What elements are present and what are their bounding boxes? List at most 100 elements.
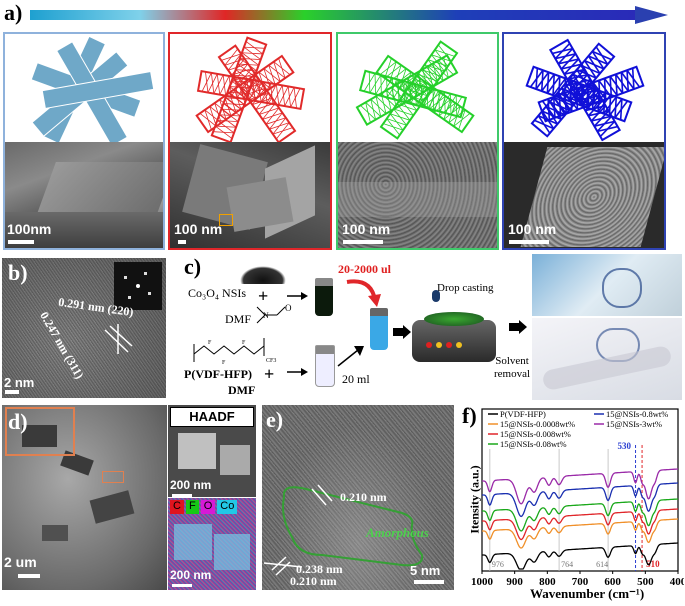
ftir-series-line: [482, 518, 678, 549]
tem-image-d: [2, 405, 167, 590]
dmf-structure: O N: [256, 303, 292, 324]
plus-sign-2: +: [264, 364, 275, 384]
svg-text:F: F: [208, 340, 212, 346]
panel-f-label: f): [462, 403, 477, 428]
scale-label-a4: 100 nm: [508, 221, 557, 237]
lattice-label-e1: 0.210 nm: [340, 490, 387, 504]
scale-bar-a1: [8, 240, 34, 244]
panel-d-label: d): [8, 409, 28, 434]
sem-image-2: [170, 142, 330, 248]
panel-e-label: e): [266, 407, 284, 432]
svg-text:O: O: [285, 303, 292, 313]
vial-dark: [315, 278, 333, 316]
element-c: C: [170, 500, 184, 514]
x-tick-label: 400: [670, 576, 684, 588]
hrtem-image-b: [2, 258, 166, 398]
sem-image-4: [504, 142, 664, 248]
scale-label-b: 2 nm: [4, 375, 35, 390]
dropper-icon: [432, 290, 440, 302]
panel-c-label: c): [184, 254, 202, 279]
sem-image-3: [338, 142, 497, 248]
scale-label-a3: 100 nm: [342, 221, 391, 237]
scale-label-a2: 100 nm: [174, 221, 223, 237]
legend-entry: 15@NSIs-0.8wt%: [606, 409, 668, 419]
haadf-title: HAADF: [170, 407, 254, 427]
legend-entry: 15@NSIs-0.008wt%: [500, 429, 571, 439]
legend-entry: 15@NSIs-0.0008wt%: [500, 419, 575, 429]
inset-box-d: [5, 407, 75, 456]
gradient-arrow: [30, 6, 668, 24]
nanosheet-strip: [375, 54, 475, 134]
svg-text:F: F: [222, 360, 226, 366]
lattice-label-e2: 0.238 nm: [296, 562, 343, 576]
scale-bar-a4: [509, 240, 549, 244]
panel-a-frame-2: [168, 32, 332, 250]
x-tick-label: 500: [637, 576, 654, 588]
scale-bar-a2: [178, 240, 186, 244]
marker-line-label: 510: [646, 559, 660, 569]
panel-a-frame-1: [3, 32, 165, 250]
arrow-row2: [287, 368, 308, 376]
polymer-structure: F F F CF3: [193, 338, 276, 366]
lattice-label-e3: 0.210 nm: [290, 574, 337, 588]
scale-bar-d: [18, 574, 40, 578]
scale-label-e: 5 nm: [410, 563, 441, 578]
vial-mixed: [370, 308, 388, 350]
volume-added-label: 20-2000 ul: [338, 262, 392, 276]
solvent-removal-label: Solvent removal: [494, 355, 531, 380]
nanosheet-strip: [41, 71, 155, 109]
panel-a-label: a): [4, 0, 23, 25]
ftir-series-line: [482, 468, 678, 505]
powder-pile: [240, 266, 286, 284]
film-photo-1: [532, 254, 682, 316]
scale-label-a1: 100nm: [7, 221, 52, 237]
fft-inset: [114, 262, 162, 310]
scale-label-d: 2 um: [4, 554, 37, 570]
ftir-xlabel: Wavenumber (cm⁻¹): [530, 586, 645, 601]
nanosheet-schematic-2: [195, 36, 306, 142]
element-co: Co: [217, 500, 238, 514]
drop-casting-label: Drop casting: [437, 282, 494, 294]
reference-line-label: 764: [561, 560, 573, 569]
nanosheet-schematic-4: [525, 38, 645, 142]
red-curved-arrow: [346, 279, 381, 307]
panel-b-label: b): [8, 260, 28, 285]
x-tick-label: 800: [539, 576, 556, 588]
svg-text:N: N: [263, 311, 269, 320]
scale-bar-e: [414, 580, 444, 584]
element-legend: C F O Co: [170, 500, 238, 514]
panel-a-frame-4: [502, 32, 666, 250]
legend-entry: 15@NSIs-0.08wt%: [500, 439, 567, 449]
svg-text:F: F: [242, 340, 246, 346]
arrow-to-stage: [393, 325, 411, 339]
up-arrow: [337, 346, 364, 367]
legend-entry: P(VDF-HFP): [500, 409, 546, 419]
reagent-co3o4: Co₃O₄ NSIs: [188, 286, 247, 300]
scale-label-haadf: 200 nm: [170, 478, 212, 492]
x-tick-label: 600: [604, 576, 621, 588]
ftir-series-line: [482, 482, 678, 518]
scale-bar-haadf: [172, 494, 192, 497]
hotplate-stage: [412, 312, 496, 362]
x-tick-label: 1000: [471, 576, 494, 588]
reference-line-label: 614: [596, 560, 608, 569]
scale-bar-map: [172, 584, 192, 587]
scale-bar-b: [5, 390, 19, 394]
nanosheet-strip: [210, 36, 268, 142]
nanosheet-strip: [217, 44, 297, 142]
amorphous-outline: [263, 484, 424, 576]
panel-a-frame-3: [336, 32, 499, 250]
scale-label-map: 200 nm: [170, 568, 212, 582]
plus-sign-1: +: [258, 286, 269, 306]
arrow-to-film: [509, 320, 527, 334]
element-f: F: [185, 500, 199, 514]
scale-bar-a3: [343, 240, 383, 244]
ftir-ylabel: Itensity (a.u.): [467, 465, 482, 534]
sem-image-1: [5, 142, 163, 248]
amorphous-label: Amorphous: [366, 525, 429, 540]
ftir-series-line: [482, 508, 678, 541]
element-o: O: [200, 500, 216, 514]
film-photo-2: [532, 318, 682, 400]
x-tick-label: 900: [506, 576, 523, 588]
vial-clear: [315, 345, 335, 387]
